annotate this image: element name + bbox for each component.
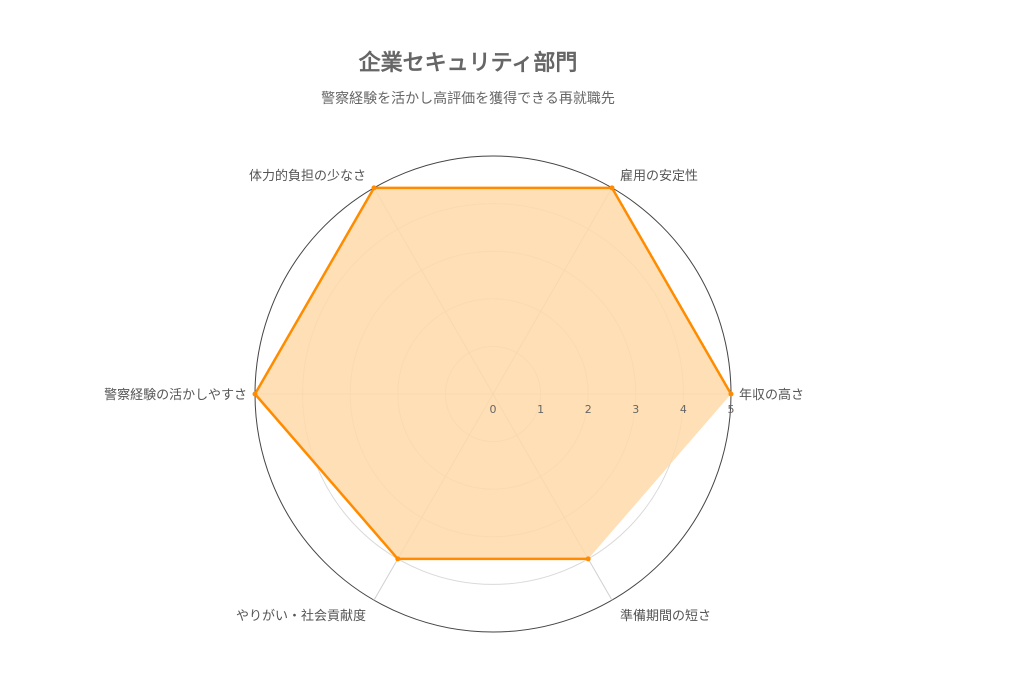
radial-tick-labels: 0 1 2 3 4 5 <box>490 403 735 416</box>
tick-label-0: 0 <box>490 403 497 416</box>
axis-label-2: 体力的負担の少なさ <box>249 168 366 184</box>
axis-labels: 年収の高さ 雇用の安定性 体力的負担の少なさ警察経験の活かしやすさやりがい・社会貢献… <box>104 168 804 624</box>
tick-label-4: 4 <box>680 403 687 416</box>
axis-label-5: 準備期間の短さ <box>620 608 711 624</box>
data-point-2 <box>371 185 377 191</box>
data-point-1 <box>609 185 615 191</box>
axis-label-0: 年収の高さ <box>739 387 804 403</box>
tick-label-5: 5 <box>728 403 735 416</box>
data-area <box>252 185 734 562</box>
data-point-0 <box>728 391 734 397</box>
series-area <box>255 187 731 559</box>
data-point-5 <box>585 556 591 562</box>
chart-title: 企業セキュリティ部門 <box>358 50 578 76</box>
tick-label-2: 2 <box>585 403 592 416</box>
tick-label-3: 3 <box>632 403 639 416</box>
axis-label-3: 警察経験の活かしやすさ <box>104 387 247 403</box>
data-point-3 <box>252 391 258 397</box>
data-point-4 <box>395 556 401 562</box>
axis-label-1: 雇用の安定性 <box>620 168 698 184</box>
tick-label-1: 1 <box>537 403 544 416</box>
chart-subtitle: 警察経験を活かし高評価を獲得できる再就職先 <box>321 90 615 107</box>
axis-label-4: やりがい・社会貢献度 <box>236 608 366 624</box>
